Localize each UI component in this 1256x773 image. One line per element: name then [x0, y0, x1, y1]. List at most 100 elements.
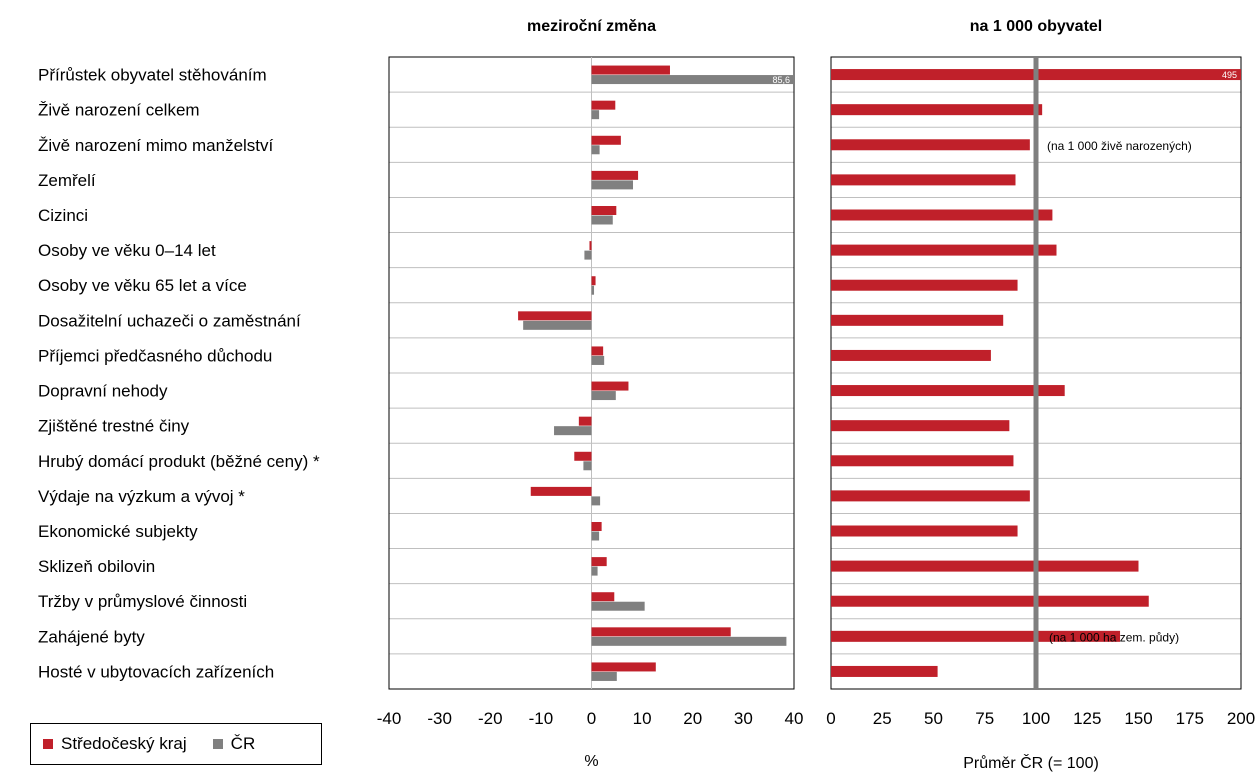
bar-region-per-capita	[831, 314, 1004, 326]
bar-region-change	[591, 100, 616, 110]
legend-swatch-cr	[212, 739, 223, 749]
category-label: Cizinci	[38, 206, 88, 225]
bar-region-change	[591, 346, 604, 356]
bar-cr-change	[584, 250, 592, 260]
annotation-note: (na 1 000 ha zem. půdy)	[1049, 630, 1179, 644]
category-label: Dopravní nehody	[38, 382, 168, 401]
category-label: Příjemci předčasného důchodu	[38, 346, 272, 365]
category-label: Hrubý domácí produkt (běžné ceny) *	[38, 452, 320, 471]
bar-cr-change	[583, 461, 592, 471]
data-label-region: 495	[1222, 70, 1237, 80]
bar-region-change	[591, 592, 615, 602]
tick-label-x: 75	[975, 709, 994, 728]
tick-label-x: 100	[1022, 709, 1050, 728]
data-label-cr: 85,6	[772, 75, 790, 85]
bar-region-per-capita	[831, 560, 1139, 572]
bar-region-change	[591, 65, 670, 75]
bar-cr-change	[591, 601, 645, 611]
category-label: Ekonomické subjekty	[38, 522, 198, 541]
tick-label-x: 150	[1124, 709, 1152, 728]
bar-region-change	[591, 557, 607, 567]
category-label: Zemřelí	[38, 171, 96, 190]
category-label: Osoby ve věku 65 let a více	[38, 276, 247, 295]
tick-label-x: 200	[1227, 709, 1255, 728]
bar-region-change	[518, 311, 592, 321]
legend-swatch-region	[43, 739, 53, 749]
legend-item-cr: ČR	[212, 734, 256, 754]
category-label: Živě narození celkem	[38, 101, 200, 120]
tick-label-x: 40	[785, 709, 804, 728]
bar-region-change	[574, 451, 592, 461]
bar-cr-change	[591, 636, 787, 646]
tick-label-x: 175	[1176, 709, 1204, 728]
bar-region-per-capita	[831, 349, 991, 361]
category-label: Výdaje na výzkum a vývoj *	[38, 487, 245, 506]
bar-region-change	[591, 522, 602, 531]
bar-region-change	[589, 241, 592, 251]
bar-region-change	[591, 276, 596, 286]
tick-label-x: 30	[734, 709, 753, 728]
bar-region-per-capita	[831, 525, 1018, 537]
tick-label-x: -30	[427, 709, 452, 728]
category-label: Přírůstek obyvatel stěhováním	[38, 66, 267, 85]
bar-cr-change	[591, 496, 601, 506]
category-label: Dosažitelní uchazeči o zaměstnání	[38, 311, 301, 330]
bar-region-per-capita	[831, 385, 1065, 397]
bar-region-per-capita	[831, 490, 1030, 502]
bar-cr-change	[591, 285, 595, 295]
tick-label-x: 0	[587, 709, 596, 728]
tick-label-x: 10	[633, 709, 652, 728]
tick-label-x: -40	[377, 709, 402, 728]
panel-title-change: meziroční změna	[527, 18, 656, 35]
legend-item-region: Středočeský kraj	[43, 734, 187, 754]
tick-label-x: -10	[529, 709, 554, 728]
category-label: Hosté v ubytovacích zařízeních	[38, 662, 274, 681]
bar-cr-change	[591, 391, 616, 401]
bar-region-per-capita	[831, 279, 1018, 291]
bar-cr-change	[591, 215, 613, 225]
bar-cr-change	[591, 355, 605, 365]
legend-label-cr: ČR	[230, 734, 256, 753]
category-label: Sklizeň obilovin	[38, 557, 155, 576]
bar-cr-change	[554, 426, 592, 436]
tick-label-x: 50	[924, 709, 943, 728]
bar-region-per-capita	[831, 420, 1010, 432]
bar-region-per-capita	[831, 244, 1057, 256]
bar-cr-change	[591, 531, 600, 541]
bar-region-change	[591, 381, 629, 391]
bar-region-change	[591, 206, 617, 215]
bar-cr-change	[591, 110, 600, 120]
axis-label-x-change: %	[584, 753, 598, 770]
tick-label-x: -20	[478, 709, 503, 728]
category-label: Tržby v průmyslové činnosti	[38, 592, 247, 611]
bar-region-per-capita	[831, 174, 1016, 186]
tick-label-x: 25	[873, 709, 892, 728]
bar-region-change	[591, 627, 731, 637]
bar-region-per-capita	[831, 455, 1014, 467]
bar-region-change	[591, 170, 639, 180]
bar-region-change	[591, 135, 621, 145]
bar-cr-change	[591, 566, 598, 576]
legend: Středočeský kraj ČR	[30, 723, 322, 765]
annotation-note: (na 1 000 živě narozených)	[1047, 139, 1192, 153]
bar-cr-change	[591, 75, 794, 85]
bar-region-change	[530, 486, 592, 496]
category-label: Zjištěné trestné činy	[38, 417, 190, 436]
bar-region-per-capita	[831, 595, 1149, 607]
bar-region-per-capita	[831, 665, 938, 677]
bar-cr-change	[591, 145, 600, 155]
bar-region-change	[591, 662, 656, 672]
panel-title-per-capita: na 1 000 obyvatel	[970, 18, 1103, 35]
category-label: Osoby ve věku 0–14 let	[38, 241, 216, 260]
tick-label-x: 0	[826, 709, 835, 728]
bar-region-per-capita	[831, 104, 1043, 116]
axis-label-x-per-capita: Průměr ČR (= 100)	[963, 753, 1099, 772]
bar-region-per-capita	[831, 209, 1053, 221]
bar-region-per-capita	[831, 630, 1121, 642]
bar-cr-change	[591, 671, 617, 681]
tick-label-x: 125	[1073, 709, 1101, 728]
tick-label-x: 20	[683, 709, 702, 728]
bar-region-change	[578, 416, 592, 426]
legend-label-region: Středočeský kraj	[61, 734, 187, 753]
